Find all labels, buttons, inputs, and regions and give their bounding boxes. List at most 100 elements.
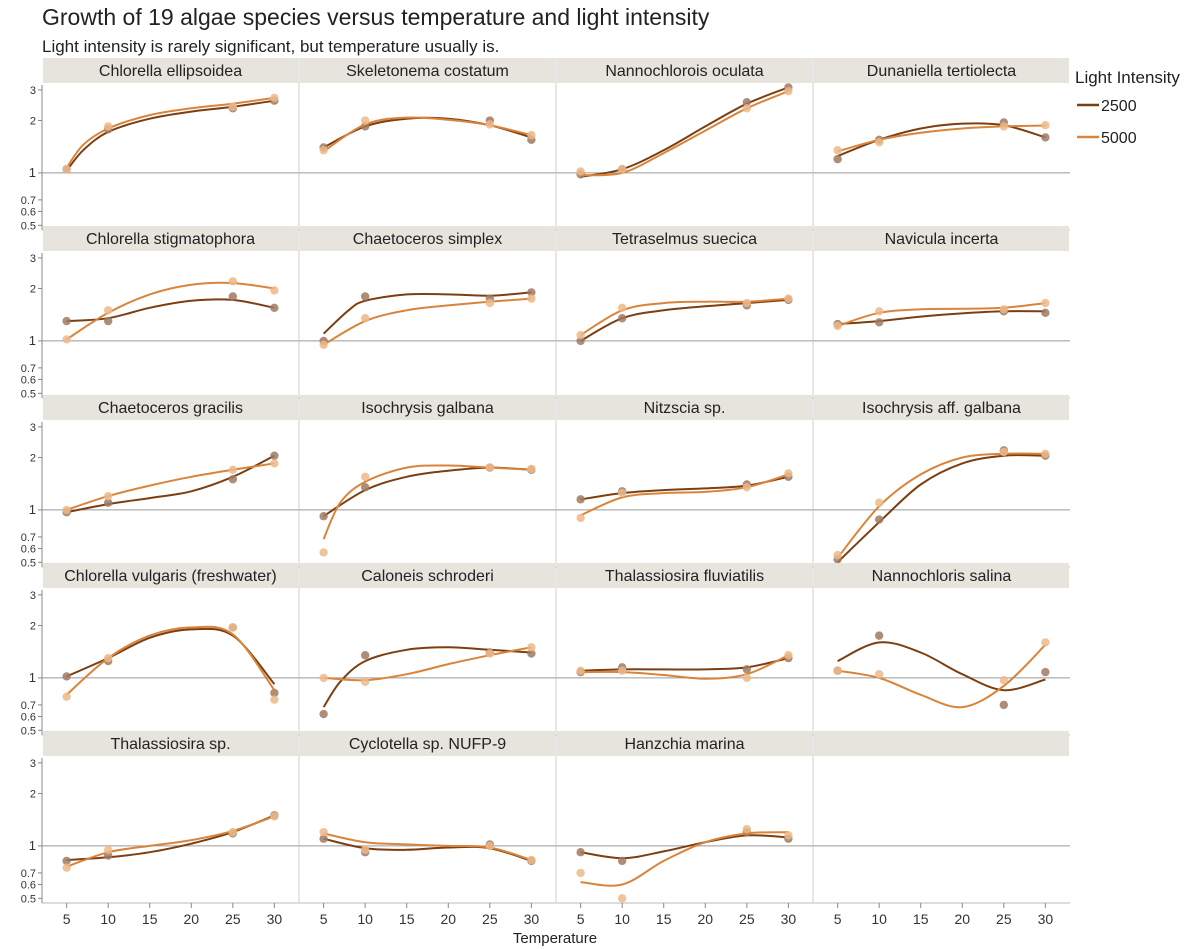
series-line-2500 [580, 657, 789, 672]
data-point-5000 [999, 676, 1009, 685]
series-line-5000 [323, 832, 532, 861]
data-point-2500 [319, 709, 328, 719]
facet-strip [300, 563, 555, 588]
facet-strip [557, 395, 812, 420]
x-tick-label: 25 [482, 911, 498, 927]
facet-strip [300, 58, 555, 83]
data-point-5000 [62, 863, 71, 872]
series-line-2500 [323, 466, 532, 518]
x-tick-label: 10 [357, 911, 373, 927]
data-point-2500 [360, 651, 370, 660]
data-point-5000 [62, 165, 71, 174]
x-tick-label: 20 [440, 911, 456, 927]
y-tick-label: 0.6 [21, 375, 36, 387]
data-point-2500 [103, 498, 113, 507]
facet-strip [814, 58, 1069, 83]
x-tick-label: 10 [871, 911, 887, 927]
data-point-5000 [1041, 298, 1050, 308]
x-tick-label: 5 [320, 911, 328, 927]
x-tick-label: 20 [183, 911, 199, 927]
data-point-5000 [319, 827, 328, 837]
x-tick-label: 10 [614, 911, 630, 927]
data-point-5000 [784, 86, 793, 96]
y-tick-label: 0.6 [21, 207, 36, 219]
data-point-2500 [1041, 667, 1050, 677]
data-point-5000 [319, 548, 328, 557]
facet-panel: Isochrysis galbana [298, 395, 556, 568]
data-point-5000 [228, 623, 238, 632]
facet-strip [557, 563, 812, 588]
data-point-5000 [1041, 449, 1050, 459]
facet-strip-label: Tetraselmus suecica [612, 231, 757, 248]
facet-panel: Chlorella vulgaris (freshwater) 0.50.60.7… [21, 563, 299, 737]
series-line-5000 [322, 464, 532, 540]
data-point-5000 [270, 459, 279, 468]
series-line-5000 [837, 124, 1046, 153]
data-point-5000 [742, 673, 752, 683]
y-tick-label: 2 [30, 621, 36, 633]
facet-strip-label: Hanzchia marina [624, 736, 744, 753]
x-tick-label: 25 [739, 911, 755, 927]
series-line-2500 [836, 454, 1046, 564]
data-point-5000 [617, 303, 627, 312]
facet-strip-label: Nannochloris salina [872, 568, 1012, 585]
series-line-2500 [580, 298, 789, 342]
facet-strip-label: Thalassiosira fluviatilis [605, 568, 764, 585]
data-point-5000 [527, 855, 536, 865]
y-tick-label: 0.5 [21, 557, 36, 569]
y-tick-label: 0.6 [21, 544, 36, 556]
data-point-5000 [833, 550, 842, 560]
series-line-5000 [323, 646, 532, 682]
data-point-2500 [874, 318, 884, 327]
series-line-5000 [66, 281, 275, 341]
facet-strip-label: Nannochlorois oculata [605, 63, 763, 80]
y-tick-label: 2 [30, 453, 36, 465]
data-point-2500 [527, 649, 536, 658]
x-tick-label: 15 [913, 911, 929, 927]
series-line-5000 [65, 625, 276, 696]
data-point-2500 [742, 665, 752, 674]
facet-panel: Thalassiosira sp. 0.50.60.7 1 2 3 [21, 731, 299, 905]
data-point-5000 [1041, 121, 1050, 130]
data-point-5000 [576, 868, 585, 878]
chart-title: Growth of 19 algae species versus temper… [42, 4, 710, 30]
data-point-5000 [527, 130, 536, 140]
facet-strip-label: Skeletonema costatum [346, 63, 509, 80]
series-line-5000 [580, 654, 789, 680]
facet-strip [43, 731, 298, 756]
series-line-2500 [837, 310, 1046, 326]
data-point-5000 [617, 894, 627, 903]
x-tick-label: 5 [63, 911, 71, 927]
data-point-5000 [833, 146, 842, 155]
data-point-5000 [228, 102, 238, 111]
data-point-5000 [784, 469, 793, 478]
x-tick-label: 30 [267, 911, 283, 927]
facet-panel-empty [812, 731, 1070, 904]
x-tick-label: 15 [399, 911, 415, 927]
data-point-5000 [103, 845, 113, 855]
data-point-5000 [742, 104, 752, 113]
series-line-2500 [580, 475, 789, 501]
data-point-2500 [103, 316, 113, 326]
facet-strip-label: Chaetoceros simplex [353, 231, 502, 248]
y-tick-label: 2 [30, 789, 36, 801]
data-point-5000 [360, 677, 370, 687]
y-tick-label: 3 [30, 85, 36, 97]
facet-strip [814, 563, 1069, 588]
data-point-5000 [784, 294, 793, 303]
data-point-5000 [485, 120, 495, 129]
data-point-5000 [360, 314, 370, 323]
data-point-2500 [319, 512, 328, 521]
series-line-2500 [322, 646, 532, 708]
data-point-5000 [999, 305, 1009, 314]
facet-strip [814, 731, 1069, 756]
data-point-5000 [103, 122, 113, 131]
y-tick-label: 3 [30, 422, 36, 434]
legend-label: 5000 [1101, 130, 1137, 147]
series-line-5000 [580, 90, 789, 177]
data-point-5000 [485, 463, 495, 472]
data-point-5000 [319, 146, 328, 155]
facet-panel: Dunaniella tertiolecta [812, 58, 1070, 231]
y-tick-label: 0.7 [21, 363, 36, 375]
y-tick-label: 1 [29, 333, 36, 348]
